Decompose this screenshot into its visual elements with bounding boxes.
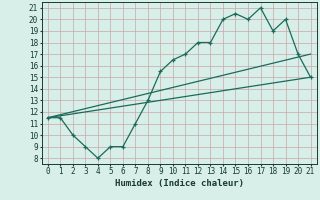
X-axis label: Humidex (Indice chaleur): Humidex (Indice chaleur) xyxy=(115,179,244,188)
